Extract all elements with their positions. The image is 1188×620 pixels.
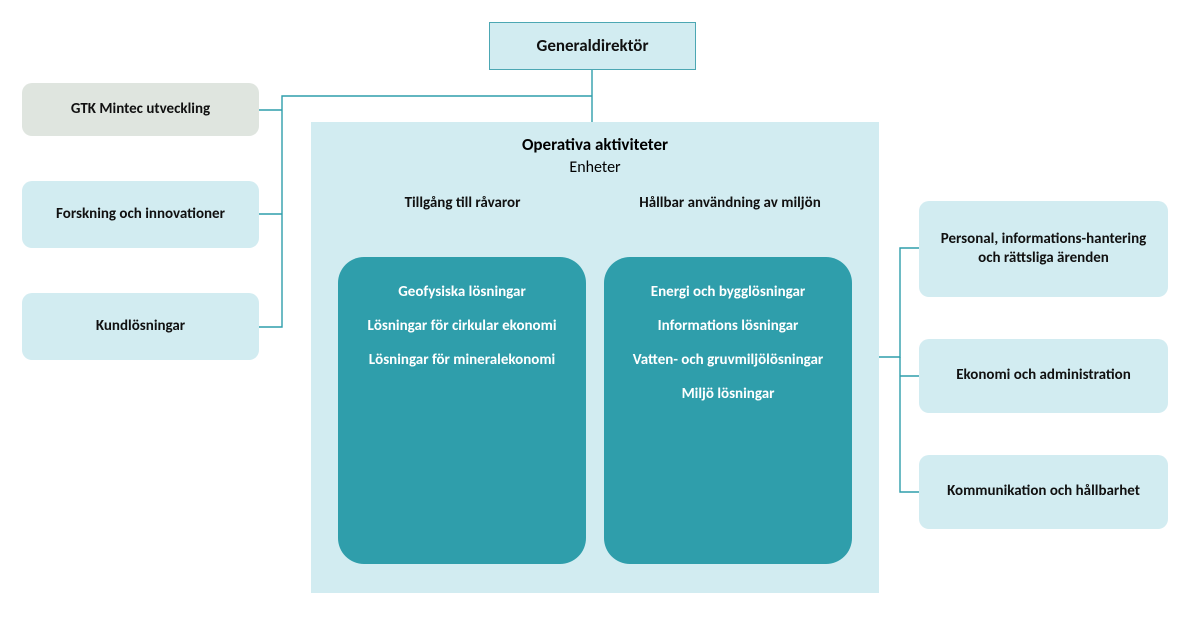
panel-item: Miljö lösningar xyxy=(682,385,775,403)
left-box-label: Kundlösningar xyxy=(96,317,185,337)
operativa-title: Operativa aktiviteter xyxy=(311,134,879,156)
panel-item: Geofysiska lösningar xyxy=(398,283,526,301)
generaldirektor-label: Generaldirektör xyxy=(536,35,648,57)
inner-panel-panel1: Geofysiska lösningar Lösningar för cirkul… xyxy=(338,257,586,564)
column-header-label: Tillgång till råvaror xyxy=(405,194,521,212)
column-header-label: Hållbar användning av miljön xyxy=(639,194,821,212)
right-box-label: Personal, informations-hantering och rät… xyxy=(933,230,1154,269)
column-header-col1: Tillgång till råvaror xyxy=(345,194,580,212)
left-box-label: GTK Mintec utveckling xyxy=(71,100,210,120)
right-box-label: Ekonomi och administration xyxy=(956,366,1131,386)
panel-item: Lösningar för cirkular ekonomi xyxy=(367,317,556,335)
left-box-forskning: Forskning och innovationer xyxy=(22,181,259,248)
connector xyxy=(900,357,919,492)
operativa-subtitle: Enheter xyxy=(311,158,879,179)
left-box-kund: Kundlösningar xyxy=(22,293,259,360)
left-box-gtk: GTK Mintec utveckling xyxy=(22,83,259,136)
panel-item: Energi och bygglösningar xyxy=(651,283,805,301)
connector xyxy=(879,248,919,357)
left-box-label: Forskning och innovationer xyxy=(56,205,225,225)
column-header-col2: Hållbar användning av miljön xyxy=(610,194,850,212)
right-box-ekonomi: Ekonomi och administration xyxy=(919,339,1168,413)
inner-panel-panel2: Energi och bygglösningar Informations lös… xyxy=(604,257,852,564)
panel-item: Lösningar för mineralekonomi xyxy=(369,351,555,369)
right-box-personal: Personal, informations-hantering och rät… xyxy=(919,201,1168,297)
right-box-komm: Kommunikation och hållbarhet xyxy=(919,455,1168,529)
panel-item: Vatten- och gruvmiljölösningar xyxy=(633,351,824,369)
generaldirektor-box: Generaldirektör xyxy=(489,22,696,70)
right-box-label: Kommunikation och hållbarhet xyxy=(947,482,1140,502)
panel-item: Informations lösningar xyxy=(658,317,799,335)
